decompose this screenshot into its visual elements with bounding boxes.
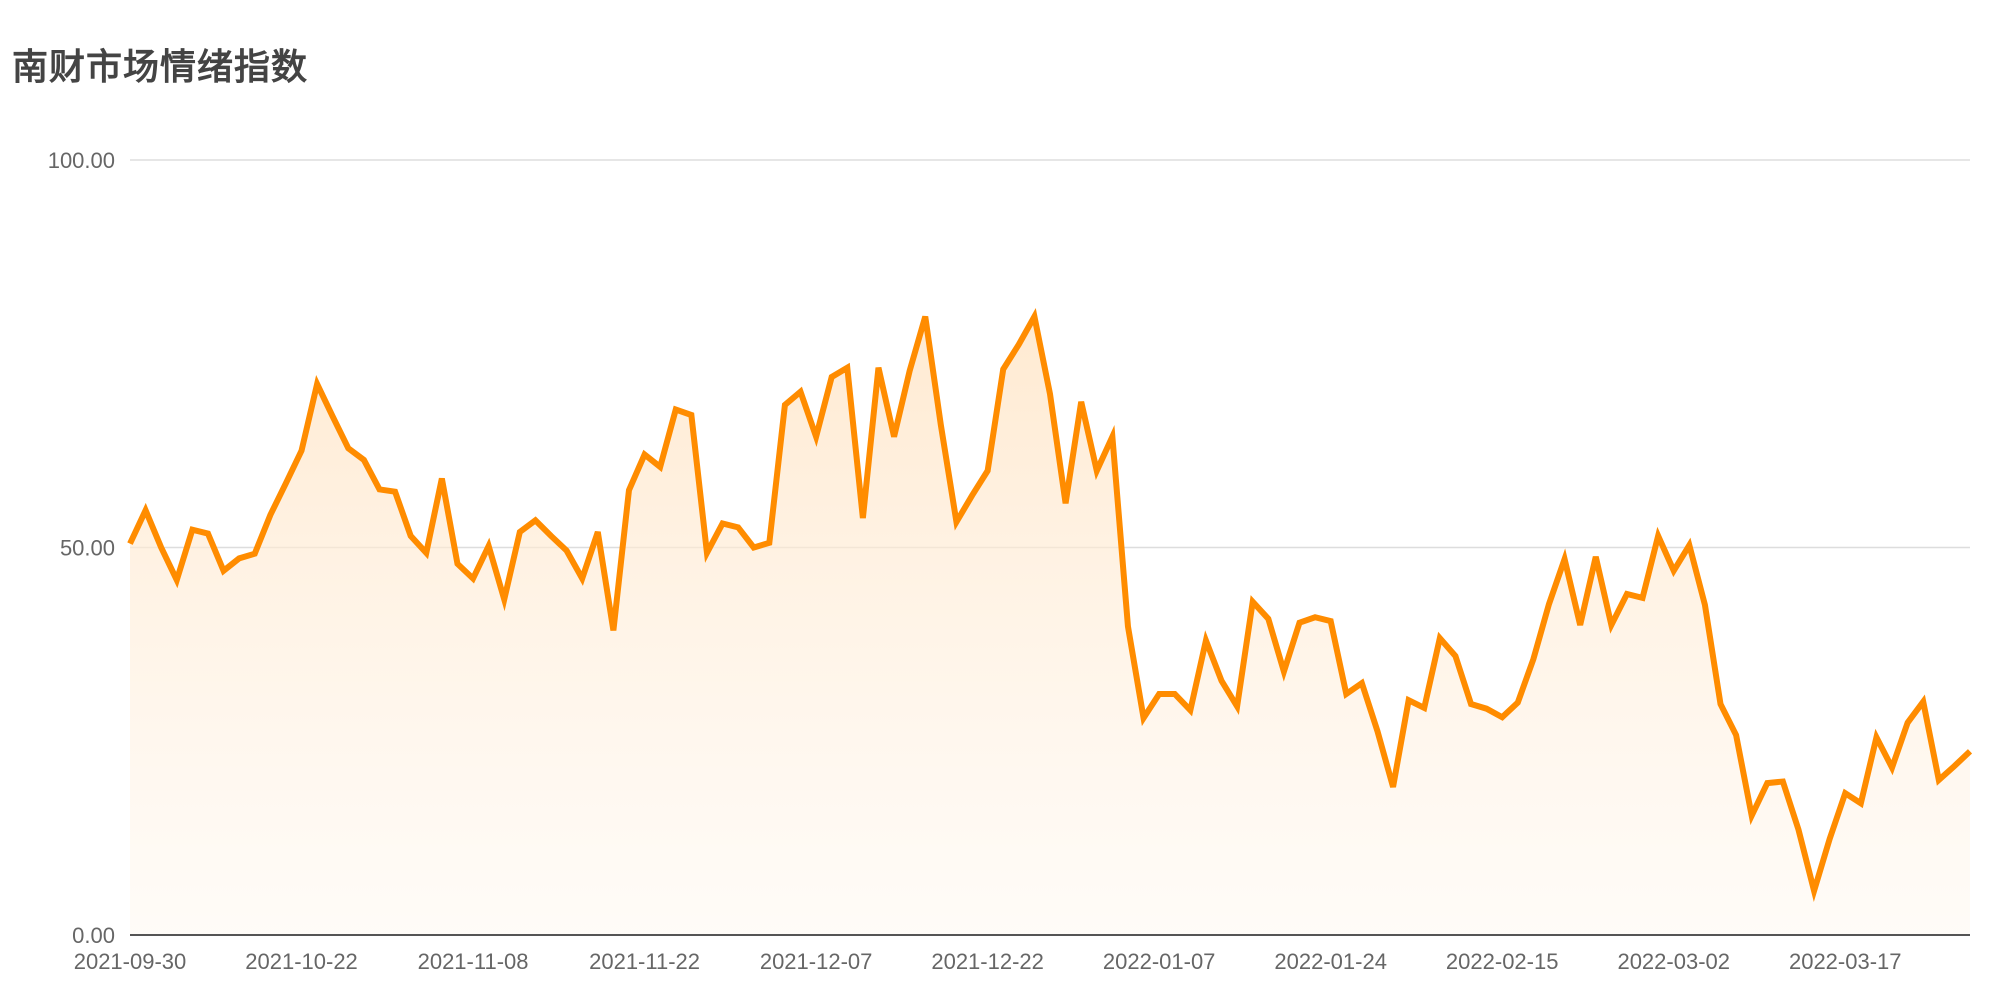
- x-tick-label: 2022-02-15: [1446, 949, 1559, 974]
- x-tick-label: 2021-10-22: [245, 949, 358, 974]
- y-axis-ticks: 0.00 50.00 100.00: [48, 148, 115, 948]
- x-tick-label: 2021-11-08: [418, 949, 529, 974]
- line-series: [127, 308, 1973, 903]
- chart-title: 南财市场情绪指数: [12, 47, 309, 88]
- y-tick-label: 100.00: [48, 148, 115, 173]
- x-tick-label: 2022-03-02: [1617, 949, 1730, 974]
- x-tick-label: 2022-01-07: [1103, 949, 1216, 974]
- x-tick-label: 2022-03-17: [1789, 949, 1902, 974]
- x-tick-label: 2021-12-07: [760, 949, 873, 974]
- series-area: [130, 316, 1970, 935]
- x-tick-label: 2021-09-30: [74, 949, 187, 974]
- area-fill: [130, 316, 1970, 935]
- x-tick-label: 2021-12-22: [931, 949, 1044, 974]
- y-tick-label: 50.00: [60, 536, 115, 561]
- x-axis-ticks: 2021-09-30 2021-10-22 2021-11-08 2021-11-22…: [74, 949, 1902, 974]
- x-tick-label: 2021-11-22: [589, 949, 700, 974]
- x-tick-label: 2022-01-24: [1274, 949, 1387, 974]
- y-tick-label: 0.00: [72, 923, 115, 948]
- series-line: [127, 308, 1973, 903]
